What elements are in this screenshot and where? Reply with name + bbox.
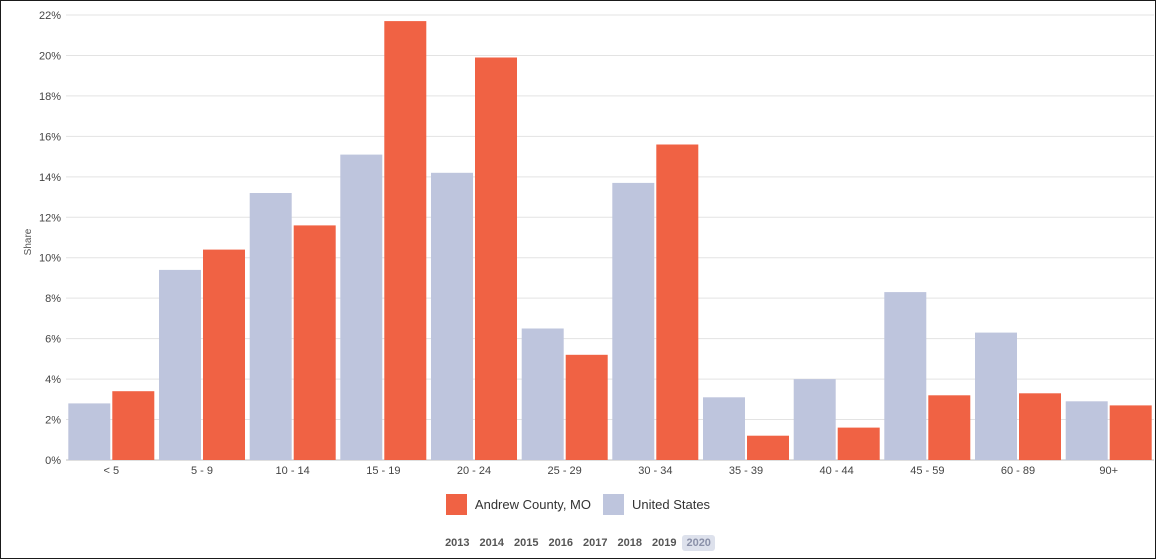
x-tick-label: 20 - 24 (457, 465, 491, 477)
y-tick-label: 2% (45, 415, 61, 427)
grid-lines (66, 14, 1154, 461)
bar-andrew-county-mo-25-29[interactable] (565, 354, 608, 460)
bar-andrew-county-mo-5-9[interactable] (203, 249, 245, 460)
bar-andrew-county-mo-10-14[interactable] (293, 225, 336, 460)
x-tick-label: 60 - 89 (1001, 465, 1035, 477)
y-tick-label: 16% (39, 131, 61, 143)
bar-andrew-county-mo-90[interactable] (1109, 405, 1152, 460)
y-tick-label: 12% (39, 212, 61, 224)
bar-andrew-county-mo-15-19[interactable] (384, 21, 427, 460)
year-button-2014[interactable]: 2014 (479, 537, 505, 549)
bar-united-states-20-24[interactable] (431, 172, 473, 461)
bar-united-states-under-5[interactable] (68, 403, 111, 460)
bar-andrew-county-mo-45-59[interactable] (928, 395, 971, 460)
y-tick-label: 22% (39, 10, 61, 22)
x-axis: < 5 5 - 9 10 - 14 15 - 19 20 - 24 25 - 29 30 -… (104, 465, 1118, 477)
bar-andrew-county-mo-30-34[interactable] (656, 144, 699, 461)
legend-item-andrew-county[interactable]: Andrew County, MO (445, 494, 592, 515)
y-tick-label: 18% (39, 91, 61, 103)
bar-andrew-county-mo-35-39[interactable] (747, 435, 789, 460)
bar-united-states-15-19[interactable] (340, 154, 383, 460)
bar-andrew-county-mo-60-89[interactable] (1019, 393, 1061, 461)
y-axis-title: Share (23, 228, 34, 255)
bar-united-states-45-59[interactable] (884, 292, 927, 460)
legend-label-andrew-county: Andrew County, MO (474, 497, 592, 512)
year-button-2019[interactable]: 2019 (651, 537, 677, 549)
y-tick-label: 0% (45, 455, 61, 467)
x-tick-label: 15 - 19 (366, 465, 400, 477)
year-button-2016[interactable]: 2016 (548, 537, 573, 549)
y-tick-label: 4% (45, 374, 61, 386)
x-tick-label: 25 - 29 (548, 465, 582, 477)
legend-swatch-andrew-county (445, 494, 467, 515)
x-tick-label: < 5 (104, 465, 120, 477)
x-tick-label: 45 - 59 (910, 465, 944, 477)
year-button-2015[interactable]: 2015 (514, 537, 539, 549)
y-tick-label: 8% (45, 293, 61, 305)
x-tick-label: 30 - 34 (638, 465, 672, 477)
y-tick-label: 20% (39, 50, 61, 62)
x-tick-label: 5 - 9 (191, 465, 213, 477)
year-button-2013[interactable]: 2013 (445, 537, 470, 549)
bars (68, 21, 1152, 461)
bar-chart: < 5 5 - 9 10 - 14 15 - 19 20 - 24 25 - 29 30 -… (23, 10, 1154, 477)
legend-item-united-states[interactable]: United States (603, 494, 710, 515)
bar-united-states-10-14[interactable] (249, 193, 292, 460)
bar-united-states-25-29[interactable] (521, 328, 564, 461)
bar-united-states-90[interactable] (1065, 401, 1108, 460)
y-tick-label: 14% (39, 172, 61, 184)
y-tick-label: 10% (39, 253, 61, 265)
x-tick-label: 90+ (1099, 465, 1118, 477)
bar-andrew-county-mo-under-5[interactable] (112, 391, 155, 460)
year-selector: 2013 2014 2015 2016 2017 2018 2019 2020 (0, 535, 1156, 551)
bar-united-states-40-44[interactable] (793, 379, 836, 460)
year-button-2020[interactable]: 2020 (682, 535, 715, 551)
x-tick-label: 35 - 39 (729, 465, 763, 477)
year-button-2017[interactable]: 2017 (583, 537, 608, 549)
legend-label-united-states: United States (632, 497, 711, 512)
bar-andrew-county-mo-40-44[interactable] (837, 427, 880, 460)
x-tick-label: 10 - 14 (276, 465, 310, 477)
bar-united-states-5-9[interactable] (159, 269, 201, 460)
legend: Andrew County, MO United States (0, 494, 1156, 515)
bar-united-states-35-39[interactable] (703, 397, 745, 460)
bar-andrew-county-mo-20-24[interactable] (475, 57, 517, 461)
legend-swatch-united-states (603, 494, 625, 515)
year-button-2018[interactable]: 2018 (617, 537, 642, 549)
x-tick-label: 40 - 44 (820, 465, 854, 477)
y-tick-label: 6% (45, 334, 61, 346)
bar-united-states-60-89[interactable] (975, 332, 1017, 460)
bar-united-states-30-34[interactable] (612, 182, 655, 460)
y-axis: 0% 2% 4% 6% 8% 10% 12% 14% 16% 18% 20% 22% (39, 10, 61, 467)
